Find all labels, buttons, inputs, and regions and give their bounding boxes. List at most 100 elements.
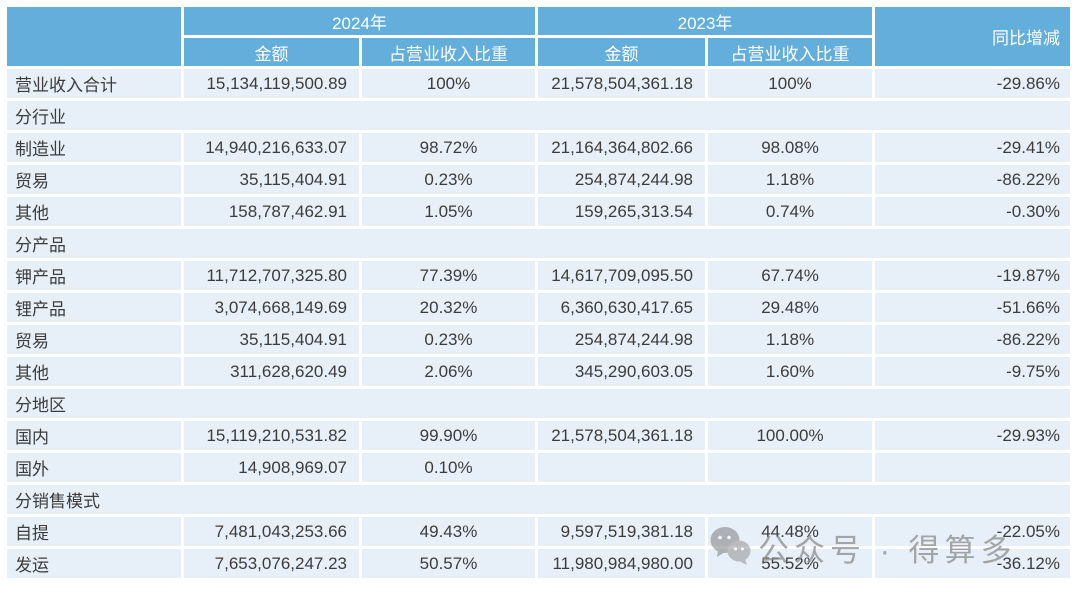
cell-a2024: 15,119,210,531.82 [184, 421, 359, 450]
table-row: 国外 14,908,969.07 0.10% [7, 453, 1070, 482]
cell-a2023: 21,578,504,361.18 [538, 69, 706, 98]
cell-yoy: -86.22% [875, 325, 1070, 354]
section-label-cell: 分产品 [7, 229, 1070, 258]
cell-p2023: 100.00% [708, 421, 873, 450]
table-header: 2024年 2023年 同比增减 金额 占营业收入比重 金额 占营业收入比重 [7, 7, 1070, 66]
cell-a2024: 14,940,216,633.07 [184, 133, 359, 162]
cell-label: 贸易 [7, 325, 181, 354]
cell-yoy: -19.87% [875, 261, 1070, 290]
section-label-cell: 分地区 [7, 389, 1070, 418]
section-label-cell: 分行业 [7, 101, 1070, 130]
section-row: 分地区 [7, 389, 1070, 418]
cell-p2023: 44.48% [708, 517, 873, 546]
header-row-metrics: 金额 占营业收入比重 金额 占营业收入比重 [7, 38, 1070, 66]
table-row: 国内 15,119,210,531.82 99.90% 21,578,504,361.… [7, 421, 1070, 450]
table-row: 贸易 35,115,404.91 0.23% 254,874,244.98 1.18% -… [7, 325, 1070, 354]
cell-yoy: -9.75% [875, 357, 1070, 386]
cell-label: 国外 [7, 453, 181, 482]
cell-p2024: 99.90% [362, 421, 536, 450]
table-row: 其他 311,628,620.49 2.06% 345,290,603.05 1.60%… [7, 357, 1070, 386]
cell-a2023: 6,360,630,417.65 [538, 293, 706, 322]
cell-a2023: 254,874,244.98 [538, 325, 706, 354]
cell-p2023: 98.08% [708, 133, 873, 162]
cell-a2024: 14,908,969.07 [184, 453, 359, 482]
cell-p2023: 55.52% [708, 549, 873, 578]
cell-p2023: 29.48% [708, 293, 873, 322]
year-2023-header: 2023年 [538, 7, 873, 35]
cell-label: 国内 [7, 421, 181, 450]
cell-a2023: 11,980,984,980.00 [538, 549, 706, 578]
cell-label: 制造业 [7, 133, 181, 162]
amount-2023-header: 金额 [538, 38, 706, 66]
cell-p2024: 98.72% [362, 133, 536, 162]
table-row: 其他 158,787,462.91 1.05% 159,265,313.54 0.74%… [7, 197, 1070, 226]
cell-a2024: 3,074,668,149.69 [184, 293, 359, 322]
cell-a2024: 311,628,620.49 [184, 357, 359, 386]
cell-p2023: 67.74% [708, 261, 873, 290]
yoy-header: 同比增减 [875, 7, 1070, 66]
cell-yoy [875, 453, 1070, 482]
cell-p2024: 1.05% [362, 197, 536, 226]
corner-cell [7, 7, 181, 66]
cell-yoy: -29.86% [875, 69, 1070, 98]
table-body: 营业收入合计 15,134,119,500.89 100% 21,578,504,36… [7, 69, 1070, 578]
cell-label: 其他 [7, 357, 181, 386]
amount-2024-header: 金额 [184, 38, 359, 66]
cell-yoy: -51.66% [875, 293, 1070, 322]
cell-yoy: -86.22% [875, 165, 1070, 194]
cell-a2024: 158,787,462.91 [184, 197, 359, 226]
cell-yoy: -36.12% [875, 549, 1070, 578]
table-row: 制造业 14,940,216,633.07 98.72% 21,164,364,802… [7, 133, 1070, 162]
cell-label: 锂产品 [7, 293, 181, 322]
cell-a2023: 345,290,603.05 [538, 357, 706, 386]
cell-p2024: 77.39% [362, 261, 536, 290]
cell-a2023: 14,617,709,095.50 [538, 261, 706, 290]
cell-a2023: 21,164,364,802.66 [538, 133, 706, 162]
cell-p2024: 0.23% [362, 325, 536, 354]
cell-a2024: 15,134,119,500.89 [184, 69, 359, 98]
cell-label: 钾产品 [7, 261, 181, 290]
section-row: 分产品 [7, 229, 1070, 258]
cell-yoy: -22.05% [875, 517, 1070, 546]
cell-a2023: 254,874,244.98 [538, 165, 706, 194]
cell-a2024: 7,481,043,253.66 [184, 517, 359, 546]
header-row-years: 2024年 2023年 同比增减 [7, 7, 1070, 66]
cell-a2023: 9,597,519,381.18 [538, 517, 706, 546]
table-row: 营业收入合计 15,134,119,500.89 100% 21,578,504,36… [7, 69, 1070, 98]
cell-p2023 [708, 453, 873, 482]
cell-yoy: -29.41% [875, 133, 1070, 162]
cell-p2024: 0.23% [362, 165, 536, 194]
cell-p2023: 0.74% [708, 197, 873, 226]
cell-label: 自提 [7, 517, 181, 546]
table-row: 自提 7,481,043,253.66 49.43% 9,597,519,381.18… [7, 517, 1070, 546]
cell-label: 营业收入合计 [7, 69, 181, 98]
cell-a2024: 7,653,076,247.23 [184, 549, 359, 578]
cell-p2023: 1.60% [708, 357, 873, 386]
section-label-cell: 分销售模式 [7, 485, 1070, 514]
cell-a2023: 21,578,504,361.18 [538, 421, 706, 450]
table-row: 发运 7,653,076,247.23 50.57% 11,980,984,980.0… [7, 549, 1070, 578]
table-row: 贸易 35,115,404.91 0.23% 254,874,244.98 1.18% -… [7, 165, 1070, 194]
pct-2024-header: 占营业收入比重 [362, 38, 536, 66]
cell-a2023 [538, 453, 706, 482]
cell-p2024: 50.57% [362, 549, 536, 578]
table-row: 锂产品 3,074,668,149.69 20.32% 6,360,630,417.6… [7, 293, 1070, 322]
cell-yoy: -0.30% [875, 197, 1070, 226]
year-2024-header: 2024年 [184, 7, 536, 35]
cell-p2024: 49.43% [362, 517, 536, 546]
revenue-table: 2024年 2023年 同比增减 金额 占营业收入比重 金额 占营业收入比重 营… [4, 4, 1073, 581]
cell-p2024: 20.32% [362, 293, 536, 322]
cell-p2024: 0.10% [362, 453, 536, 482]
cell-label: 发运 [7, 549, 181, 578]
cell-label: 贸易 [7, 165, 181, 194]
section-row: 分行业 [7, 101, 1070, 130]
cell-a2024: 35,115,404.91 [184, 325, 359, 354]
cell-yoy: -29.93% [875, 421, 1070, 450]
cell-p2024: 100% [362, 69, 536, 98]
pct-2023-header: 占营业收入比重 [708, 38, 873, 66]
cell-a2024: 35,115,404.91 [184, 165, 359, 194]
cell-label: 其他 [7, 197, 181, 226]
cell-a2023: 159,265,313.54 [538, 197, 706, 226]
cell-p2024: 2.06% [362, 357, 536, 386]
